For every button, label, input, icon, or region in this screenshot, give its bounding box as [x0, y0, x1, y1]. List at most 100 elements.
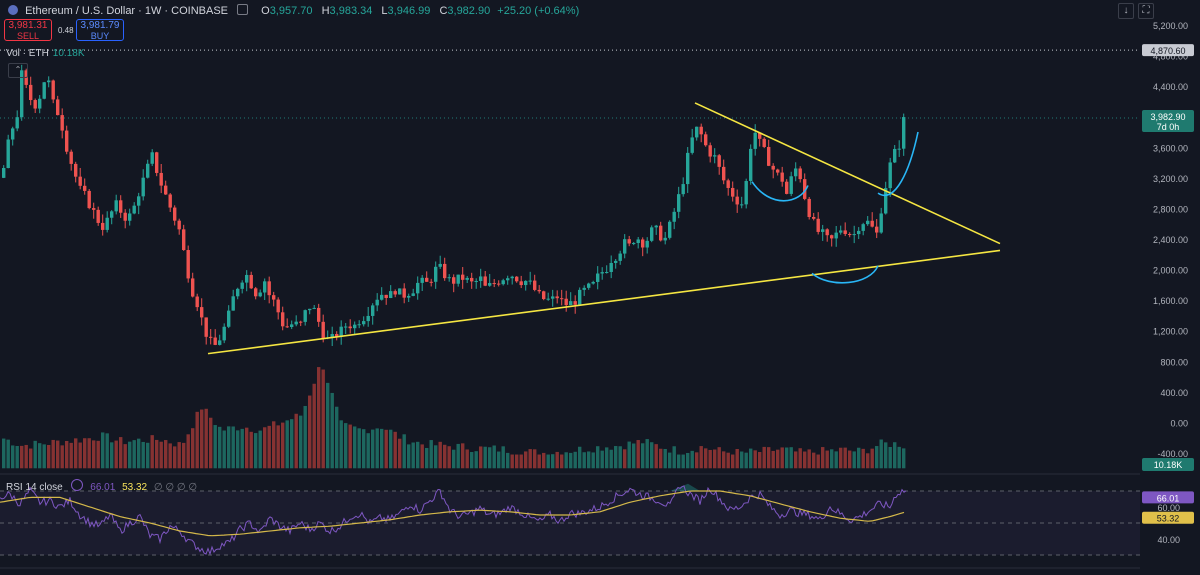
candle-body [713, 155, 717, 157]
candle-body [231, 296, 235, 311]
candle-body [137, 196, 141, 206]
candle-body [6, 139, 10, 169]
symbol-legend: Ethereum / U.S. Dollar · 1W · COINBASE O… [8, 4, 579, 17]
rsi-settings-icon[interactable] [71, 479, 84, 491]
volume-bar [249, 431, 253, 469]
fullscreen-icon[interactable]: ⛶ [1138, 3, 1154, 19]
candle-body [249, 274, 253, 289]
volume-bar [546, 454, 550, 469]
candle-body [771, 165, 775, 170]
volume-bar [105, 433, 109, 469]
candle-body [753, 132, 757, 149]
volume-bar [902, 448, 906, 469]
rsi-tick-label: 40.00 [1157, 535, 1180, 545]
volume-bar [411, 442, 415, 469]
volume-bar [654, 444, 658, 469]
volume-bar [699, 446, 703, 469]
volume-bar [672, 446, 676, 469]
buy-button[interactable]: 3,981.79 BUY [76, 19, 124, 41]
volume-bar [290, 419, 294, 469]
candle-body [240, 282, 244, 289]
volume-bar [429, 440, 433, 469]
candle-body [51, 80, 55, 100]
volume-bar [596, 446, 600, 469]
volume-bar [879, 439, 883, 469]
volume-bar [677, 454, 681, 469]
volume-bar [555, 451, 559, 469]
volume-bar [258, 430, 262, 469]
volume-bar [470, 452, 474, 469]
candle-body [65, 130, 69, 152]
volume-bar [83, 438, 87, 469]
trendline [694, 102, 1001, 245]
volume-bar [353, 426, 357, 469]
volume-bar [33, 440, 37, 469]
candle-body [542, 291, 546, 300]
volume-bar [852, 451, 856, 469]
candle-body [762, 138, 766, 147]
candle-body [830, 235, 834, 239]
candle-body [74, 163, 78, 177]
volume-bar [312, 383, 316, 469]
candle-body [83, 185, 87, 191]
volume-bar [776, 449, 780, 469]
candle-body [551, 296, 555, 299]
candle-body [848, 234, 852, 236]
volume-bar [195, 411, 199, 469]
candle-body [114, 200, 118, 212]
level-badge-bg [1142, 44, 1194, 57]
candle-body [857, 230, 861, 235]
volume-bar [321, 369, 325, 469]
volume-bar [272, 421, 276, 469]
volume-bar [488, 447, 492, 469]
rsi-badge-text: 66.01 [1157, 493, 1180, 503]
candle-body [308, 308, 312, 311]
candle-body [717, 155, 721, 167]
candle-body [875, 226, 879, 233]
arrow-down-icon[interactable]: ↓ [1118, 3, 1134, 19]
open-label: O [261, 5, 270, 17]
candle-body [497, 283, 501, 285]
collapse-icon[interactable]: ⌃ [8, 63, 28, 78]
candle-body [465, 277, 469, 280]
candle-body [569, 301, 573, 306]
sell-button[interactable]: 3,981.31 SELL [4, 19, 52, 41]
volume-bar [573, 451, 577, 469]
volume-bar [47, 445, 51, 469]
symbol-title[interactable]: Ethereum / U.S. Dollar · 1W · COINBASE [25, 5, 228, 17]
volume-bar [618, 446, 622, 469]
settings-icon[interactable] [237, 4, 249, 15]
candle-body [303, 310, 307, 322]
candle-body [767, 146, 771, 166]
annotation-arc [751, 181, 809, 202]
candle-body [33, 100, 37, 109]
candle-body [650, 227, 654, 241]
volume-bar [695, 452, 699, 469]
candle-body [510, 276, 514, 279]
rsi-ma-value: 53.32 [122, 482, 148, 493]
volume-bar [2, 438, 6, 469]
volume-bar [681, 454, 685, 469]
volume-bar [690, 450, 694, 469]
candle-body [789, 176, 793, 194]
volume-badge: 10.18K [1142, 458, 1194, 471]
volume-bar [128, 441, 132, 469]
volume-bar [294, 413, 298, 469]
volume-value: 10.18K [52, 48, 85, 59]
volume-legend: Vol · ETH 10.18K [6, 48, 85, 59]
volume-bar [722, 451, 726, 469]
volume-bar [875, 446, 879, 469]
volume-bar [456, 443, 460, 469]
volume-bar [155, 439, 159, 469]
candle-body [578, 289, 582, 305]
volume-bar [308, 395, 312, 469]
spread-value: 0.48 [58, 26, 74, 35]
candle-body [407, 295, 411, 298]
volume-bar [245, 427, 249, 469]
candle-body [591, 281, 595, 284]
candle-body [479, 276, 483, 282]
price-badge-text: 3,982.90 [1150, 112, 1185, 122]
volume-bar [753, 450, 757, 469]
